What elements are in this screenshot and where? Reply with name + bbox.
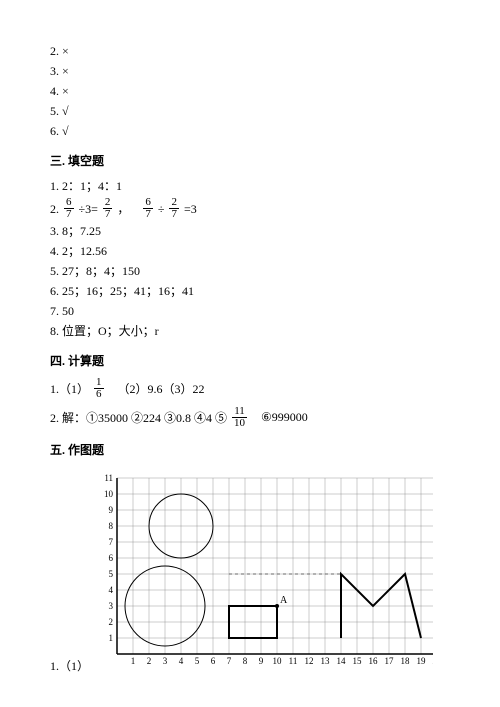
q2-prefix-calc: 2. 解：①35000 ②224 ③0.8 ④4 ⑤ — [50, 409, 227, 426]
fraction-2-7-a: 2 7 — [103, 197, 113, 220]
fraction-6-7-b: 6 7 — [143, 197, 153, 220]
svg-text:10: 10 — [104, 489, 114, 499]
svg-text:8: 8 — [109, 521, 114, 531]
grid-svg: 1234567891011121314151617181920123456789… — [93, 474, 433, 674]
svg-text:8: 8 — [243, 656, 248, 666]
svg-text:7: 7 — [109, 537, 114, 547]
svg-text:1: 1 — [109, 633, 114, 643]
svg-text:7: 7 — [227, 656, 232, 666]
drawing-q1-label: 1.（1） — [50, 657, 89, 674]
tf-answer-5: 5. √ — [50, 102, 450, 120]
section-drawing-title: 五. 作图题 — [50, 441, 450, 458]
svg-text:4: 4 — [109, 585, 114, 595]
drawing-q1: 1.（1） 1234567891011121314151617181920123… — [50, 466, 450, 678]
fill-blank-q3: 3. 8；7.25 — [50, 222, 450, 240]
svg-text:9: 9 — [259, 656, 264, 666]
svg-text:5: 5 — [109, 569, 114, 579]
q2-eq: =3 — [184, 200, 197, 218]
fraction-11-10: 11 10 — [232, 406, 247, 429]
svg-text:9: 9 — [109, 505, 114, 515]
fill-blank-q5: 5. 27；8；4；150 — [50, 262, 450, 280]
tf-answer-2: 2. × — [50, 42, 450, 60]
svg-text:13: 13 — [321, 656, 331, 666]
svg-text:1: 1 — [131, 656, 136, 666]
svg-text:A: A — [280, 595, 288, 606]
svg-text:12: 12 — [305, 656, 314, 666]
tf-answer-6: 6. √ — [50, 122, 450, 140]
svg-text:16: 16 — [369, 656, 379, 666]
fill-blank-q8: 8. 位置；O；大小；r — [50, 322, 450, 340]
tf-answer-3: 3. × — [50, 62, 450, 80]
svg-text:5: 5 — [195, 656, 200, 666]
svg-text:11: 11 — [289, 656, 298, 666]
calculation-q1: 1.（1） 1 6 （2）9.6（3）22 — [50, 377, 450, 400]
fill-blank-q2: 2. 6 7 ÷3= 2 7 ， 6 7 ÷ 2 7 =3 — [50, 197, 450, 220]
svg-text:2: 2 — [147, 656, 152, 666]
svg-text:6: 6 — [109, 553, 114, 563]
svg-text:3: 3 — [109, 601, 114, 611]
frac-den: 6 — [94, 389, 104, 400]
q2-div: ÷ — [158, 200, 165, 218]
fill-blank-q1: 1. 2：1；4：1 — [50, 177, 450, 195]
svg-text:14: 14 — [337, 656, 347, 666]
frac-den: 7 — [64, 209, 74, 220]
svg-text:3: 3 — [163, 656, 168, 666]
svg-text:18: 18 — [401, 656, 411, 666]
fill-blank-q7: 7. 50 — [50, 302, 450, 320]
section-fill-blank-title: 三. 填空题 — [50, 152, 450, 169]
svg-text:20: 20 — [433, 656, 434, 666]
fraction-6-7-a: 6 7 — [64, 197, 74, 220]
fraction-1-6: 1 6 — [94, 377, 104, 400]
calculation-q2: 2. 解：①35000 ②224 ③0.8 ④4 ⑤ 11 10 ⑥999000 — [50, 406, 450, 429]
tf-answer-4: 4. × — [50, 82, 450, 100]
svg-text:19: 19 — [417, 656, 427, 666]
frac-den: 7 — [169, 209, 179, 220]
svg-text:15: 15 — [353, 656, 363, 666]
svg-text:11: 11 — [104, 474, 113, 483]
q2-comma: ， — [117, 200, 129, 218]
grid-figure: 1234567891011121314151617181920123456789… — [93, 474, 433, 678]
fraction-2-7-b: 2 7 — [169, 197, 179, 220]
q1-prefix: 1.（1） — [50, 380, 89, 397]
q1-rest: （2）9.6（3）22 — [118, 380, 205, 397]
fill-blank-q4: 4. 2；12.56 — [50, 242, 450, 260]
frac-den: 7 — [143, 209, 153, 220]
frac-den: 7 — [103, 209, 113, 220]
fill-blank-q6: 6. 25；16；25；41；16；41 — [50, 282, 450, 300]
section-calculation-title: 四. 计算题 — [50, 352, 450, 369]
svg-text:2: 2 — [109, 617, 114, 627]
svg-text:10: 10 — [273, 656, 283, 666]
svg-text:6: 6 — [211, 656, 216, 666]
svg-text:4: 4 — [179, 656, 184, 666]
svg-text:17: 17 — [385, 656, 395, 666]
q2-div-eq: ÷3= — [79, 200, 98, 218]
frac-den: 10 — [232, 418, 247, 429]
q2-rest-calc: ⑥999000 — [261, 410, 308, 425]
q2-prefix: 2. — [50, 200, 59, 218]
